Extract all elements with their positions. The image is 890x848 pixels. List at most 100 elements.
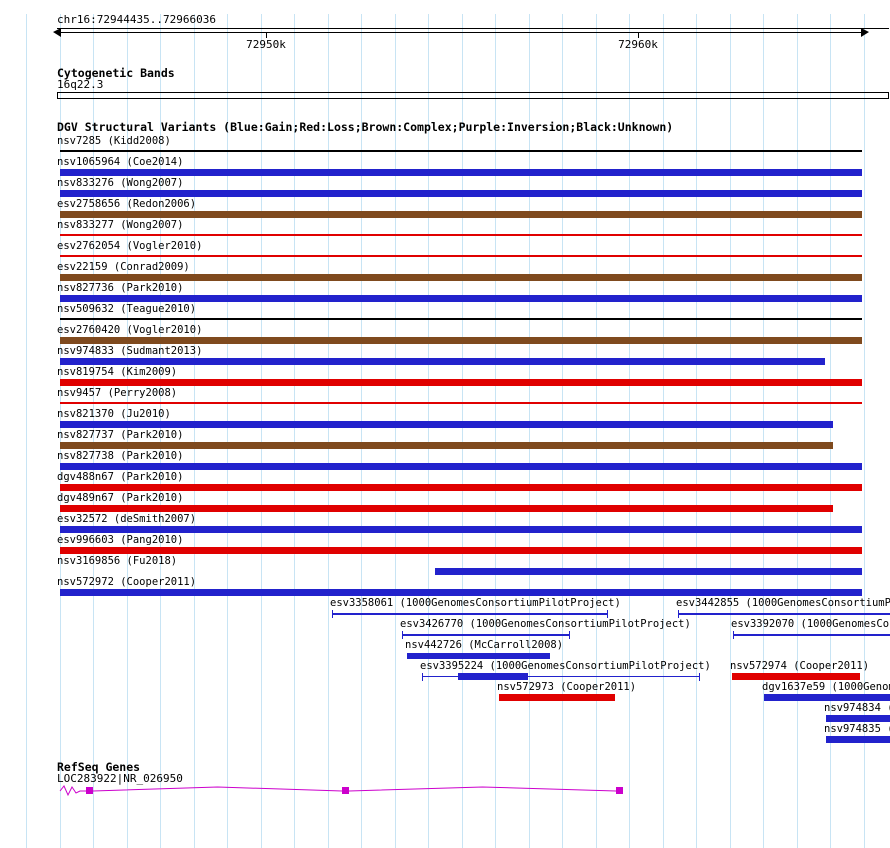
variant-label-dgv489n67: dgv489n67 (Park2010) (57, 492, 184, 504)
variant-label-nsv3169856: nsv3169856 (Fu2018) (57, 555, 178, 567)
variant-bar-nsv827737[interactable] (60, 442, 833, 449)
grid-line (528, 14, 530, 848)
grid-line (260, 14, 262, 848)
cytoband-name: 16q22.3 (57, 78, 104, 91)
variant-end-tick-esv3358061[interactable] (332, 610, 333, 618)
variant-bar-esv2760420[interactable] (60, 337, 862, 344)
variant-label-esv2762054: esv2762054 (Vogler2010) (57, 240, 203, 252)
grid-line (59, 14, 61, 848)
ruler-tick (638, 32, 639, 38)
grid-line (729, 14, 731, 848)
grid-line (294, 14, 296, 848)
grid-line (595, 14, 597, 848)
variant-end-tick-esv3395224[interactable] (699, 673, 700, 681)
variant-bar-nsv442726[interactable] (407, 653, 550, 659)
variant-end-tick-esv3392070[interactable] (733, 631, 734, 639)
variant-bar-nsv827736[interactable] (60, 295, 862, 302)
variant-bar-nsv974834[interactable] (826, 715, 890, 722)
variant-label-esv22159: esv22159 (Conrad2009) (57, 261, 190, 273)
grid-line (830, 14, 832, 848)
section-title-dgv-variants: DGV Structural Variants (Blue:Gain;Red:L… (57, 120, 674, 134)
variant-bar-nsv819754[interactable] (60, 379, 862, 386)
variant-label-nsv974835: nsv974835 (Sudmant2013) (824, 723, 890, 735)
variant-end-tick-esv3426770[interactable] (402, 631, 403, 639)
variant-bar-nsv3169856[interactable] (435, 568, 862, 575)
ruler-tick-label: 72950k (246, 38, 286, 51)
variant-bar-nsv572973[interactable] (499, 694, 615, 701)
variant-bar-nsv572972[interactable] (60, 589, 862, 596)
grid-line (126, 14, 128, 848)
variant-bar-esv3358061[interactable] (332, 613, 608, 615)
variant-label-esv996603: esv996603 (Pang2010) (57, 534, 184, 546)
grid-line (93, 14, 95, 848)
refseq-gene-glyph[interactable] (57, 783, 657, 801)
variant-bar-esv3392070[interactable] (733, 634, 890, 636)
header-separator-line (57, 28, 889, 29)
grid-line (227, 14, 229, 848)
grid-line (327, 14, 329, 848)
variant-bar-nsv1065964[interactable] (60, 169, 862, 176)
variant-bar-esv22159[interactable] (60, 274, 862, 281)
gene-exon-box[interactable] (342, 787, 349, 794)
gene-intron-line (59, 785, 617, 797)
variant-label-nsv442726: nsv442726 (McCarroll2008) (405, 639, 564, 651)
variant-bar-esv3442855[interactable] (678, 613, 890, 615)
variant-bar-esv3395224[interactable] (422, 676, 700, 677)
variant-bar-nsv821370[interactable] (60, 421, 833, 428)
section-title-cytogenetic-bands: Cytogenetic Bands (57, 66, 175, 80)
variant-bar-nsv974835[interactable] (826, 736, 890, 743)
variant-label-esv3395224: esv3395224 (1000GenomesConsortiumPilotPr… (420, 660, 711, 672)
variant-label-nsv7285: nsv7285 (Kidd2008) (57, 135, 171, 147)
variant-label-nsv974834: nsv974834 (Sudmant2013) (824, 702, 890, 714)
variant-label-nsv509632: nsv509632 (Teague2010) (57, 303, 197, 315)
region-coordinates: chr16:72944435..72966036 (57, 13, 216, 26)
variant-label-dgv488n67: dgv488n67 (Park2010) (57, 471, 184, 483)
variant-bar-dgv489n67[interactable] (60, 505, 833, 512)
variant-bar-nsv509632[interactable] (60, 318, 862, 320)
variant-bar-esv2758656[interactable] (60, 211, 862, 218)
variant-label-nsv572974: nsv572974 (Cooper2011) (730, 660, 870, 672)
variant-bar-esv996603[interactable] (60, 547, 862, 554)
variant-label-esv2758656: esv2758656 (Redon2006) (57, 198, 197, 210)
variant-bar-dgv1637e59[interactable] (764, 694, 890, 701)
variant-label-nsv821370: nsv821370 (Ju2010) (57, 408, 171, 420)
variant-bar-nsv827738[interactable] (60, 463, 862, 470)
variant-label-esv3426770: esv3426770 (1000GenomesConsortiumPilotPr… (400, 618, 691, 630)
ruler-baseline (60, 32, 862, 33)
variant-inner-bar-esv3395224[interactable] (458, 673, 528, 680)
variant-label-esv3358061: esv3358061 (1000GenomesConsortiumPilotPr… (330, 597, 621, 609)
variant-end-tick-esv3358061[interactable] (607, 610, 608, 618)
left-arrow-icon (53, 28, 61, 37)
grid-line (394, 14, 396, 848)
gene-exon-box[interactable] (616, 787, 623, 794)
variant-label-nsv819754: nsv819754 (Kim2009) (57, 366, 178, 378)
cytoband-glyph (57, 92, 889, 99)
gene-exon-box[interactable] (86, 787, 93, 794)
variant-label-nsv833276: nsv833276 (Wong2007) (57, 177, 184, 189)
grid-line (864, 14, 865, 848)
ruler-tick-label: 72960k (618, 38, 658, 51)
variant-bar-nsv833276[interactable] (60, 190, 862, 197)
variant-label-dgv1637e59: dgv1637e59 (1000GenomesConsortiumPilotPr… (762, 681, 890, 693)
variant-bar-esv3426770[interactable] (402, 634, 570, 636)
grid-line (796, 14, 798, 848)
variant-bar-nsv833277[interactable] (60, 234, 862, 236)
variant-end-tick-esv3426770[interactable] (569, 631, 570, 639)
variant-bar-nsv572974[interactable] (732, 673, 860, 680)
variant-end-tick-esv3395224[interactable] (422, 673, 423, 681)
variant-end-tick-esv3442855[interactable] (678, 610, 679, 618)
variant-bar-dgv488n67[interactable] (60, 484, 862, 491)
variant-label-nsv974833: nsv974833 (Sudmant2013) (57, 345, 203, 357)
variant-label-nsv572973: nsv572973 (Cooper2011) (497, 681, 637, 693)
variant-bar-esv2762054[interactable] (60, 255, 862, 257)
variant-bar-nsv7285[interactable] (60, 150, 862, 152)
variant-label-nsv827738: nsv827738 (Park2010) (57, 450, 184, 462)
variant-bar-nsv974833[interactable] (60, 358, 825, 365)
variant-bar-nsv9457[interactable] (60, 402, 862, 404)
variant-label-esv3392070: esv3392070 (1000GenomesConsortiumPilotPr… (731, 618, 890, 630)
grid-line (26, 14, 27, 848)
variant-bar-esv32572[interactable] (60, 526, 862, 533)
